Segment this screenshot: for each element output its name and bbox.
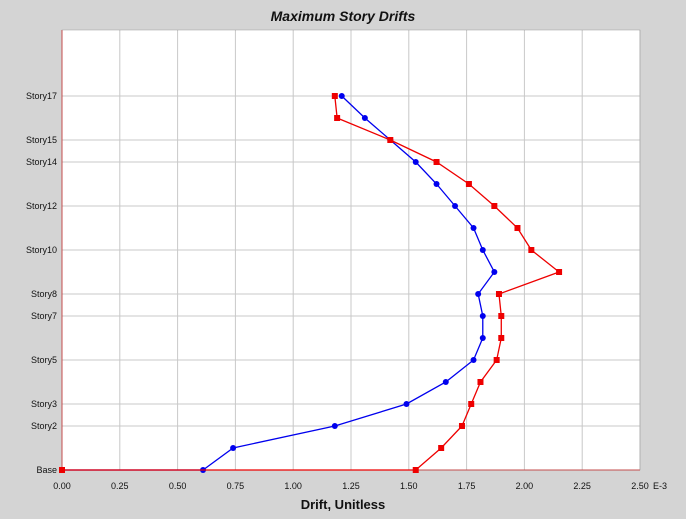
data-point bbox=[403, 401, 410, 407]
x-tick-label: 2.00 bbox=[516, 481, 534, 491]
data-point bbox=[230, 445, 237, 451]
x-tick-label: 2.25 bbox=[573, 481, 591, 491]
data-point bbox=[331, 93, 338, 99]
y-tick-label: Story15 bbox=[26, 135, 57, 145]
data-point bbox=[442, 379, 449, 385]
data-point bbox=[412, 467, 419, 473]
x-tick-label: 0.00 bbox=[53, 481, 71, 491]
data-point bbox=[493, 357, 500, 363]
y-tick-label: Story12 bbox=[26, 201, 57, 211]
data-point bbox=[465, 181, 472, 187]
y-tick-label: Story7 bbox=[31, 311, 57, 321]
data-point bbox=[514, 225, 521, 231]
x-tick-label: 0.50 bbox=[169, 481, 187, 491]
x-axis-label: Drift, Unitless bbox=[300, 497, 386, 512]
data-point bbox=[361, 115, 368, 121]
y-tick-label: Story8 bbox=[31, 289, 57, 299]
data-point bbox=[458, 423, 465, 429]
data-point bbox=[331, 423, 338, 429]
data-point bbox=[479, 247, 486, 253]
y-tick-label: Story14 bbox=[26, 157, 57, 167]
data-point bbox=[491, 203, 498, 209]
data-point bbox=[433, 181, 440, 187]
data-point bbox=[498, 313, 505, 319]
data-point bbox=[477, 379, 484, 385]
x-tick-label: 1.00 bbox=[284, 481, 302, 491]
x-tick-label: 0.75 bbox=[227, 481, 245, 491]
data-point bbox=[387, 137, 394, 143]
data-point bbox=[470, 357, 477, 363]
data-point bbox=[479, 335, 486, 341]
x-tick-label: 1.75 bbox=[458, 481, 476, 491]
y-tick-label: Story17 bbox=[26, 91, 57, 101]
data-point bbox=[491, 269, 498, 275]
data-point bbox=[479, 313, 486, 319]
y-tick-label: Story3 bbox=[31, 399, 57, 409]
y-tick-label: Base bbox=[36, 465, 57, 475]
chart-title: Maximum Story Drifts bbox=[270, 8, 416, 24]
data-point bbox=[556, 269, 563, 275]
data-point bbox=[468, 401, 475, 407]
data-point bbox=[495, 291, 502, 297]
data-point bbox=[452, 203, 459, 209]
y-tick-label: Story2 bbox=[31, 421, 57, 431]
y-tick-label: Story10 bbox=[26, 245, 57, 255]
data-point bbox=[438, 445, 445, 451]
data-point bbox=[475, 291, 482, 297]
x-tick-label: 0.25 bbox=[111, 481, 129, 491]
data-point bbox=[470, 225, 477, 231]
data-point bbox=[433, 159, 440, 165]
data-point bbox=[498, 335, 505, 341]
x-tick-label: 1.50 bbox=[400, 481, 418, 491]
data-point bbox=[412, 159, 419, 165]
data-point bbox=[528, 247, 535, 253]
x-unit-label: E-3 bbox=[653, 481, 667, 491]
data-point bbox=[338, 93, 345, 99]
x-tick-label: 2.50 bbox=[631, 481, 649, 491]
data-point bbox=[334, 115, 341, 121]
data-point bbox=[59, 467, 65, 473]
y-tick-label: Story5 bbox=[31, 355, 57, 365]
x-tick-label: 1.25 bbox=[342, 481, 360, 491]
